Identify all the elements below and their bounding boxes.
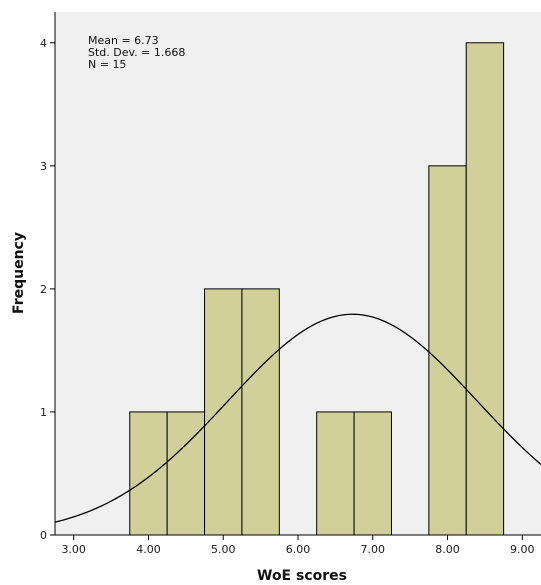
stats-sd: Std. Dev. = 1.668 bbox=[88, 46, 185, 59]
x-tick-label: 9.00 bbox=[510, 543, 535, 556]
histogram-bar bbox=[129, 411, 168, 536]
histogram-bar bbox=[166, 411, 206, 536]
x-tick-label: 4.00 bbox=[136, 543, 161, 556]
histogram-bar bbox=[316, 411, 355, 536]
y-tick-label: 2 bbox=[40, 283, 47, 296]
x-tick-label: 6.00 bbox=[286, 543, 311, 556]
histogram-bar bbox=[353, 411, 392, 536]
y-tick-label: 3 bbox=[40, 160, 47, 173]
x-tick-label: 8.00 bbox=[435, 543, 460, 556]
stats-box: Mean = 6.73 Std. Dev. = 1.668 N = 15 bbox=[88, 34, 185, 71]
stats-n: N = 15 bbox=[88, 58, 126, 71]
y-axis-title: Frequency bbox=[11, 232, 27, 314]
y-tick-label: 0 bbox=[40, 529, 47, 542]
histogram-bar bbox=[241, 288, 280, 536]
x-tick-label: 3.00 bbox=[61, 543, 86, 556]
normal-curve bbox=[54, 313, 541, 523]
x-tick-label: 5.00 bbox=[211, 543, 236, 556]
histogram-bar bbox=[204, 288, 243, 536]
histogram-bar bbox=[428, 165, 467, 536]
histogram-bars bbox=[129, 42, 505, 536]
stats-mean: Mean = 6.73 bbox=[88, 34, 159, 47]
x-tick-label: 7.00 bbox=[361, 543, 386, 556]
x-axis-ticks: 3.00 4.00 5.00 6.00 7.00 8.00 9.00 bbox=[61, 535, 535, 556]
y-axis-ticks: 0 1 2 3 4 bbox=[40, 37, 55, 542]
histogram-bar bbox=[465, 42, 505, 536]
y-tick-label: 4 bbox=[40, 37, 47, 50]
y-tick-label: 1 bbox=[40, 406, 47, 419]
x-axis-title: WoE scores bbox=[257, 568, 347, 584]
